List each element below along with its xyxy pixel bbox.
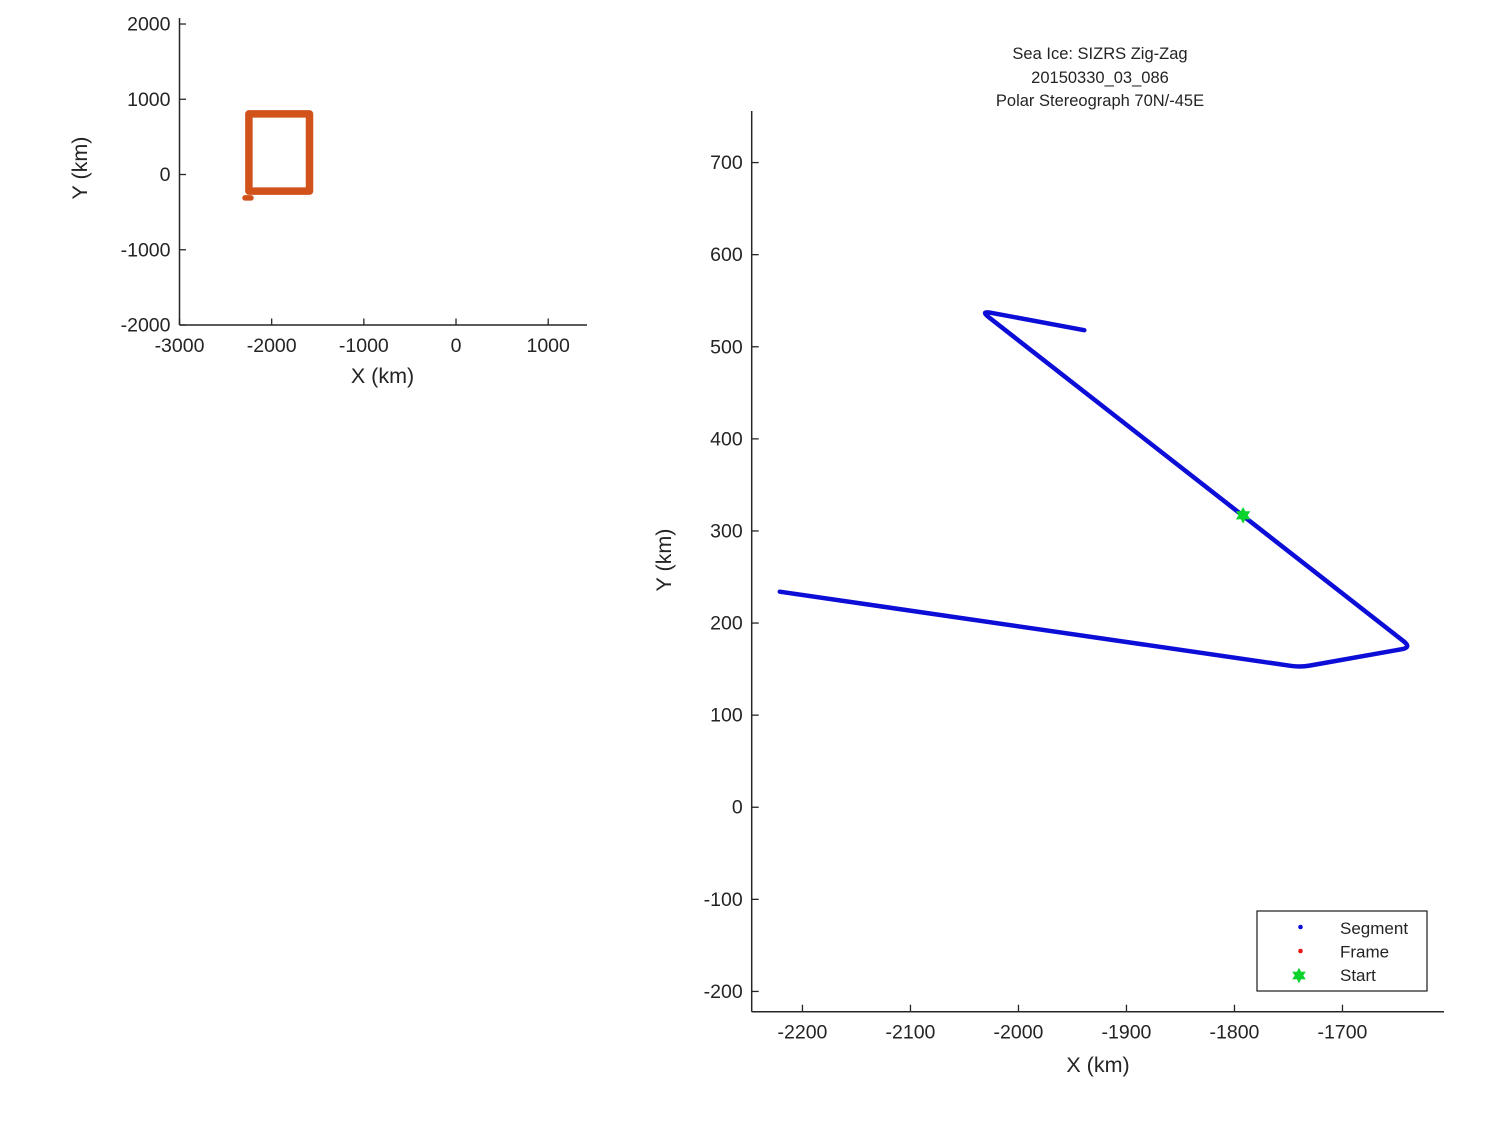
overview_map-x-tick-label: -2000 <box>247 335 297 357</box>
legend-frame-dot-icon <box>1298 948 1303 954</box>
legend-label-segment: Segment <box>1340 919 1408 938</box>
overview_map-x-tick-label: 0 <box>451 335 462 357</box>
track-xlabel: X (km) <box>1066 1053 1129 1077</box>
legend-label-start: Start <box>1340 966 1376 985</box>
overview_map-x-tick-label: 1000 <box>526 335 570 357</box>
overview_map-y-tick-label: 2000 <box>127 14 171 36</box>
track_plot-y-tick-label: 600 <box>710 244 743 266</box>
overview_map-y-tick-label: -1000 <box>121 239 171 261</box>
track_plot-x-tick-label: -2000 <box>994 1022 1044 1044</box>
overview_map-y-tick-label: -2000 <box>121 315 171 337</box>
track_plot-y-tick-label: 700 <box>710 152 743 174</box>
track_plot-y-tick-label: 100 <box>710 705 743 727</box>
overview_map-x-tick-label: -3000 <box>155 335 205 357</box>
track_plot-y-tick-label: 300 <box>710 520 743 542</box>
legend-start-hexagram-icon <box>1292 967 1306 984</box>
axes-layer: -3000 -2000 -1000 0 1000-2000-1000010002000-… <box>121 14 1444 1044</box>
legend-label-frame: Frame <box>1340 943 1389 962</box>
track_plot-y-tick-label: -200 <box>704 981 743 1003</box>
overview_map-x-tick-label: -1000 <box>339 335 389 357</box>
legend-segment-dot-icon <box>1298 924 1303 930</box>
track_plot-y-tick-label: 400 <box>710 428 743 450</box>
overview-ylabel: Y (km) <box>68 137 92 200</box>
track-title-line1: Sea Ice: SIZRS Zig-Zag <box>1012 45 1187 63</box>
track-ylabel: Y (km) <box>652 529 676 592</box>
track_plot-y-tick-label: 0 <box>732 797 743 819</box>
track_plot-x-tick-label: -1800 <box>1210 1022 1260 1044</box>
track_plot-x-tick-label: -2200 <box>778 1022 828 1044</box>
overview_map-y-tick-label: 0 <box>160 164 171 186</box>
track-title-line3: Polar Stereograph 70N/-45E <box>996 92 1204 110</box>
series-segment-track <box>777 310 1410 669</box>
track-title-line2: 20150330_03_086 <box>1031 69 1169 87</box>
track_plot-y-tick-label: -100 <box>704 889 743 911</box>
overview-xlabel: X (km) <box>351 364 414 388</box>
track_plot-y-tick-label: 500 <box>710 336 743 358</box>
track_plot-y-tick-label: 200 <box>710 613 743 635</box>
track_plot-x-tick-label: -2100 <box>886 1022 936 1044</box>
track_plot-x-tick-label: -1700 <box>1318 1022 1368 1044</box>
legend: Segment Frame Start <box>1256 910 1428 992</box>
legend-box <box>1256 910 1428 992</box>
start-marker <box>1235 507 1251 524</box>
track_plot-x-tick-label: -1900 <box>1102 1022 1152 1044</box>
series-coverage-box <box>245 110 314 195</box>
overview_map-y-tick-label: 1000 <box>127 89 171 111</box>
